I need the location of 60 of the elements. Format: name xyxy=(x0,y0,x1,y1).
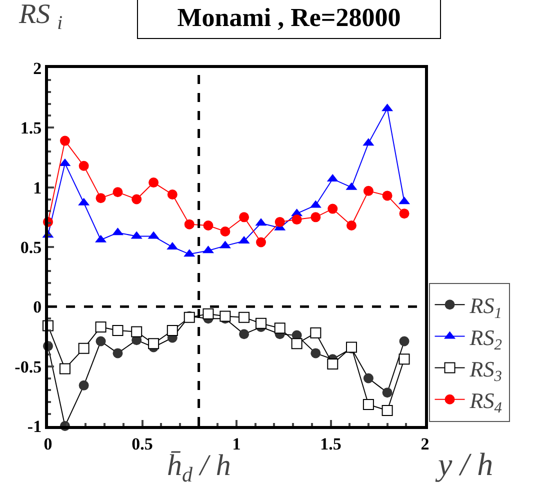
point xyxy=(202,308,214,320)
point xyxy=(363,373,374,384)
point xyxy=(274,322,286,334)
ref-line-label: h̄$_{d}$ / h xyxy=(167,449,231,486)
chart-title: Monami , Re=28000 xyxy=(177,3,401,32)
point xyxy=(310,212,321,222)
point xyxy=(399,208,410,219)
point xyxy=(239,329,250,340)
point xyxy=(292,214,302,225)
point xyxy=(167,189,178,200)
x-tick-label: 1.5 xyxy=(320,434,342,454)
point xyxy=(203,220,214,231)
point xyxy=(239,212,250,222)
y-axis-title: RS $_{i}$ xyxy=(18,0,63,34)
point xyxy=(220,310,231,322)
y-tick-label: 0 xyxy=(33,298,42,317)
point xyxy=(78,160,89,171)
point xyxy=(166,325,178,336)
point xyxy=(310,348,321,358)
legend-label: RS$_{2}$ xyxy=(468,324,502,354)
point xyxy=(112,187,123,198)
point xyxy=(274,216,285,227)
y-tick-label: -0.5 xyxy=(14,357,42,376)
point xyxy=(132,194,142,204)
x-tick-label: 0.5 xyxy=(132,434,153,454)
point xyxy=(399,336,410,346)
point xyxy=(327,358,338,370)
point xyxy=(131,326,142,338)
point xyxy=(256,318,266,329)
point xyxy=(60,136,70,146)
point xyxy=(382,190,392,201)
point xyxy=(256,237,266,248)
point xyxy=(220,226,230,236)
point xyxy=(78,380,89,390)
point xyxy=(112,348,123,358)
point xyxy=(184,219,194,230)
point xyxy=(382,388,392,398)
point xyxy=(96,193,106,204)
legend-label: RS$_{3}$ xyxy=(468,356,502,385)
point xyxy=(328,204,338,214)
x-tick-label: 1 xyxy=(232,434,241,454)
point xyxy=(148,338,160,350)
point xyxy=(59,363,70,374)
x-tick-label: 2 xyxy=(420,434,430,454)
point xyxy=(291,338,302,350)
y-tick-label: 0.5 xyxy=(20,238,42,257)
y-tick-label: 1.5 xyxy=(20,118,42,138)
point xyxy=(78,342,90,354)
point xyxy=(148,178,159,188)
point xyxy=(363,186,374,196)
y-tick-label: 1 xyxy=(33,178,42,198)
point xyxy=(310,327,322,338)
y-tick-label: 2 xyxy=(33,58,42,78)
legend-label: RS$_{4}$ xyxy=(468,388,502,417)
y-tick-label: -1 xyxy=(27,416,42,436)
legend-label: RS$_{1}$ xyxy=(468,293,502,322)
point xyxy=(346,220,356,231)
x-axis-title: y / h xyxy=(435,446,494,482)
point xyxy=(238,312,250,323)
point xyxy=(96,336,106,346)
